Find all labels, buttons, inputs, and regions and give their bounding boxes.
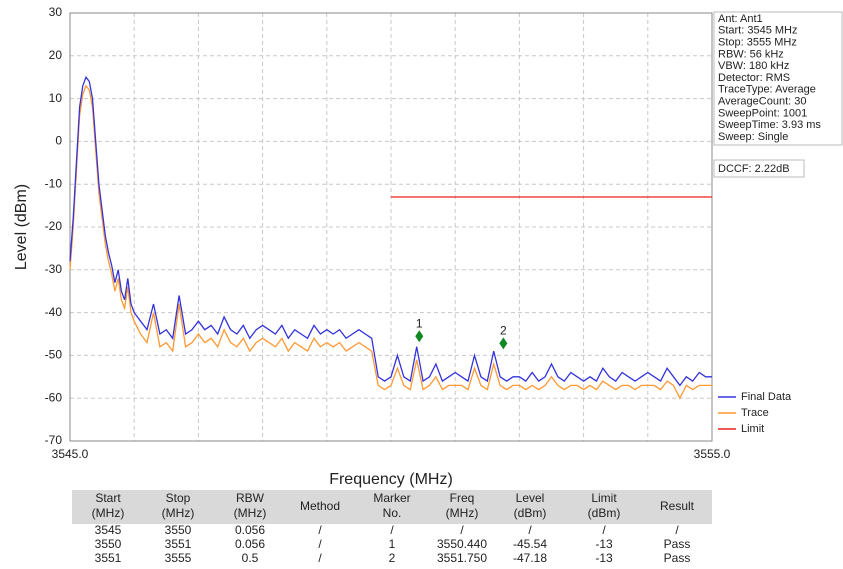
legend-label: Final Data xyxy=(741,391,792,403)
table-cell: 3545 xyxy=(95,523,122,537)
y-tick-label: -30 xyxy=(45,262,63,276)
table-cell: 1 xyxy=(389,537,396,551)
table-header: Start xyxy=(95,491,121,505)
table-header: Level xyxy=(516,491,545,505)
table-header: Limit xyxy=(591,491,617,505)
table-cell: 0.5 xyxy=(242,551,259,565)
x-tick-label: 3545.0 xyxy=(52,447,89,461)
info-line: SweepPoint: 1001 xyxy=(718,107,807,119)
table-header: (dBm) xyxy=(588,506,621,520)
info-line: AverageCount: 30 xyxy=(718,96,806,108)
table-cell: / xyxy=(318,523,322,537)
table-cell: 3550 xyxy=(95,537,122,551)
table-header: RBW xyxy=(236,491,265,505)
legend-label: Limit xyxy=(741,423,764,435)
table-header: Marker xyxy=(373,491,410,505)
table-cell: 3555 xyxy=(165,551,192,565)
table-cell: / xyxy=(602,523,606,537)
table-cell: / xyxy=(675,523,679,537)
table-cell: 3551 xyxy=(95,551,122,565)
table-cell: 3550.440 xyxy=(437,537,487,551)
table-cell: 0.056 xyxy=(235,523,265,537)
table-cell: 0.056 xyxy=(235,537,265,551)
marker xyxy=(415,330,424,343)
table-header: (MHz) xyxy=(162,506,195,520)
y-tick-label: -40 xyxy=(45,305,63,319)
info-line: Stop: 3555 MHz xyxy=(718,37,797,49)
y-tick-label: 0 xyxy=(55,134,62,148)
table-cell: / xyxy=(460,523,464,537)
x-tick-label: 3555.0 xyxy=(694,447,731,461)
table-cell: / xyxy=(390,523,394,537)
table-header: Result xyxy=(660,499,695,513)
table-cell: / xyxy=(528,523,532,537)
info-line: SweepTime: 3.93 ms xyxy=(718,119,821,131)
info-line: Sweep: Single xyxy=(718,131,788,143)
info-box xyxy=(713,11,843,146)
y-tick-label: 20 xyxy=(49,48,63,62)
table-cell: -13 xyxy=(595,551,613,565)
marker-label: 2 xyxy=(500,324,507,338)
table-header: Freq xyxy=(450,491,475,505)
y-axis-label: Level (dBm) xyxy=(13,184,30,270)
table-cell: 3551 xyxy=(165,537,192,551)
info-line: Ant: Ant1 xyxy=(718,13,763,25)
dccf-text: DCCF: 2.22dB xyxy=(718,163,790,175)
y-tick-label: -20 xyxy=(45,219,63,233)
marker xyxy=(499,337,508,350)
table-header: Method xyxy=(300,499,340,513)
table-cell: -13 xyxy=(595,537,613,551)
legend-label: Trace xyxy=(741,407,769,419)
table-header: Stop xyxy=(166,491,191,505)
info-line: RBW: 56 kHz xyxy=(718,48,784,60)
series-line xyxy=(69,75,712,387)
marker-label: 1 xyxy=(416,316,423,330)
table-cell: Pass xyxy=(664,537,691,551)
y-tick-label: 10 xyxy=(49,91,63,105)
dccf-box xyxy=(713,159,805,178)
table-cell: / xyxy=(318,537,322,551)
table-cell: 3551.750 xyxy=(437,551,487,565)
y-tick-label: -60 xyxy=(45,390,63,404)
info-line: Start: 3545 MHz xyxy=(718,25,797,37)
y-tick-label: -70 xyxy=(45,433,63,447)
table-header-bg xyxy=(72,490,712,524)
info-line: VBW: 180 kHz xyxy=(718,60,789,72)
table-cell: / xyxy=(318,551,322,565)
table-header: (MHz) xyxy=(446,506,479,520)
y-tick-label: -10 xyxy=(45,176,63,190)
table-header: (MHz) xyxy=(92,506,125,520)
table-cell: -47.18 xyxy=(513,551,547,565)
table-cell: Pass xyxy=(664,551,691,565)
table-header: (dBm) xyxy=(514,506,547,520)
table-header: No. xyxy=(383,506,402,520)
y-tick-label: 30 xyxy=(49,5,63,19)
table-cell: 3550 xyxy=(165,523,192,537)
info-line: TraceType: Average xyxy=(718,84,816,96)
table-header: (MHz) xyxy=(234,506,267,520)
plot-border xyxy=(69,12,713,442)
info-line: Detector: RMS xyxy=(718,72,790,84)
x-axis-label: Frequency (MHz) xyxy=(329,471,453,488)
table-cell: 2 xyxy=(389,551,396,565)
table-cell: -45.54 xyxy=(513,537,547,551)
y-tick-label: -50 xyxy=(45,348,63,362)
series-line xyxy=(69,84,712,400)
